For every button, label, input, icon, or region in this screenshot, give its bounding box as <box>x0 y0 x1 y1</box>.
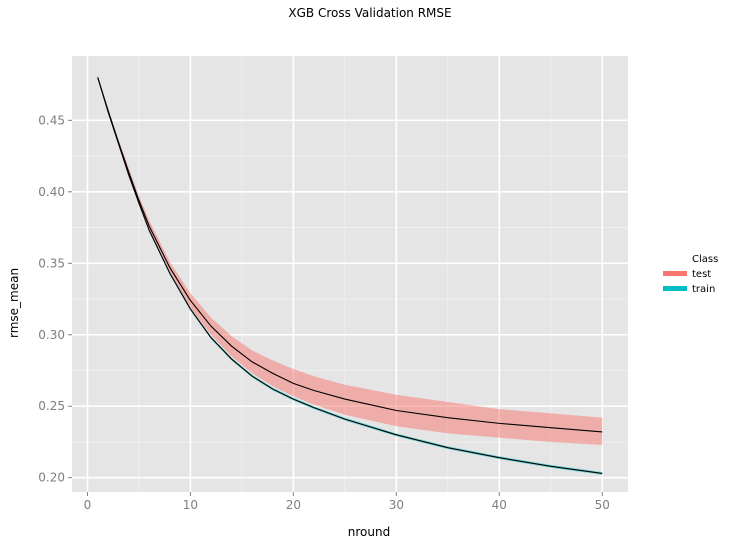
x-tick-label: 50 <box>595 498 610 512</box>
y-tick-label: 0.35 <box>38 256 65 270</box>
grid-minor <box>72 56 628 492</box>
line-test <box>97 77 603 433</box>
x-tick-label: 40 <box>492 498 507 512</box>
legend-key-test <box>663 271 687 276</box>
y-tick-label: 0.40 <box>38 185 65 199</box>
x-axis: 0 10 20 30 40 50 <box>84 492 610 512</box>
x-tick-label: 10 <box>183 498 198 512</box>
series-lines <box>97 77 603 474</box>
chart-title: XGB Cross Validation RMSE <box>288 6 451 20</box>
legend-label-test: test <box>692 269 711 280</box>
x-axis-title: nround <box>348 525 390 539</box>
y-axis-title: rmse_mean <box>7 268 21 338</box>
legend: Class test train <box>663 254 718 295</box>
x-tick-label: 20 <box>286 498 301 512</box>
y-tick-label: 0.30 <box>38 328 65 342</box>
legend-title: Class <box>692 254 718 265</box>
grid-major <box>72 56 628 492</box>
y-tick-label: 0.45 <box>38 113 65 127</box>
x-tick-label: 30 <box>389 498 404 512</box>
y-tick-label: 0.20 <box>38 471 65 485</box>
y-axis: 0.20 0.25 0.30 0.35 0.40 0.45 <box>38 113 72 485</box>
legend-label-train: train <box>692 284 715 295</box>
line-train <box>97 77 603 474</box>
x-tick-label: 0 <box>84 498 92 512</box>
legend-items: test train <box>663 269 715 295</box>
legend-key-train <box>663 286 687 291</box>
y-tick-label: 0.25 <box>38 399 65 413</box>
